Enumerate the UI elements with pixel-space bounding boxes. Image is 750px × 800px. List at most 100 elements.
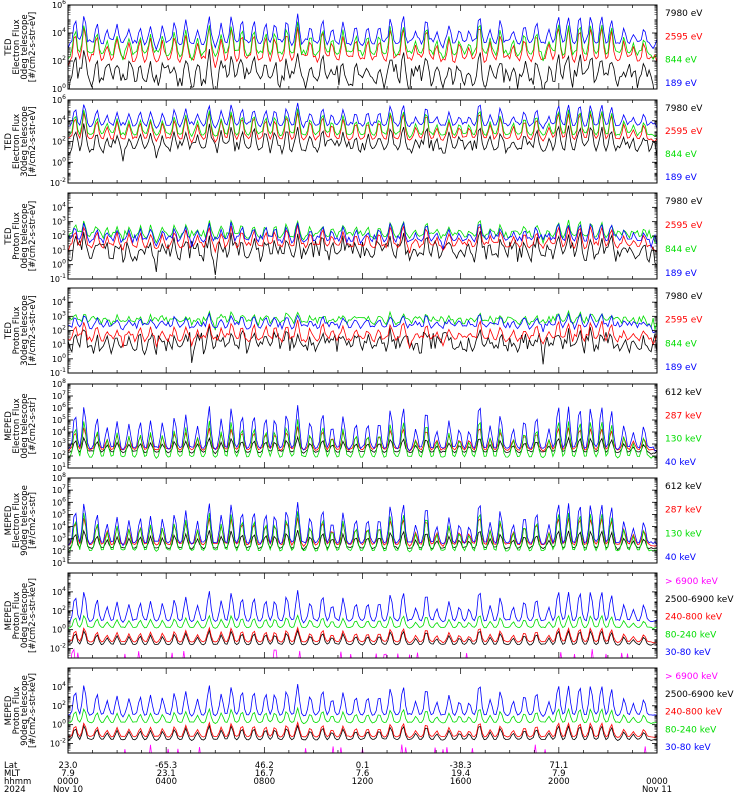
ytick-label: 102 xyxy=(52,55,66,66)
ytick-label: 106 xyxy=(52,0,66,10)
legend-entry: 189 eV xyxy=(665,79,698,89)
y-axis-label-line: [#/cm2-s-str-keV] xyxy=(28,673,38,748)
series-line-2 xyxy=(68,224,657,253)
footer-date-value: Nov 10 xyxy=(53,785,83,795)
ytick-label: 102 xyxy=(52,605,66,616)
legend-entry: 240-800 keV xyxy=(665,613,723,623)
ytick-label: 10-1 xyxy=(50,367,66,378)
series-group xyxy=(68,220,657,275)
y-axis-label-line: [#/cm2-s-str-eV] xyxy=(28,12,38,82)
legend-entry: 80-240 keV xyxy=(665,725,717,735)
ytick-label: 108 xyxy=(52,378,66,389)
series-line-4 xyxy=(68,708,657,724)
legend-entry: 844 eV xyxy=(665,339,698,349)
legend-entry: 80-240 keV xyxy=(665,630,717,640)
panel-7: 10-2100102104MEPEDProton Flux0deg telesc… xyxy=(4,573,734,667)
ytick-label: 107 xyxy=(52,390,66,401)
series-line-4 xyxy=(68,502,657,545)
series-line-5 xyxy=(68,684,657,717)
legend-entry: 2595 eV xyxy=(665,32,703,42)
ytick-label: 10-1 xyxy=(50,273,66,284)
series-group xyxy=(68,502,657,552)
ytick-label: 106 xyxy=(52,94,66,105)
footer-hhmm-value: 1200 xyxy=(352,777,374,787)
ytick-label: 106 xyxy=(52,496,66,507)
panel-1: 100102104106TEDElectron Flux0deg telesco… xyxy=(4,0,703,103)
legend-entry: 40 keV xyxy=(665,458,697,468)
ytick-label: 106 xyxy=(52,402,66,413)
legend-entry: 287 keV xyxy=(665,506,702,516)
legend-entry: 130 keV xyxy=(665,435,702,445)
legend-entry: 7980 eV xyxy=(665,292,703,302)
ytick-label: 103 xyxy=(52,310,66,321)
series-group xyxy=(68,103,657,161)
ytick-label: 104 xyxy=(52,115,66,126)
footer-hhmm-value: 0800 xyxy=(254,777,276,787)
series-line-4 xyxy=(68,615,657,628)
legend-entry: 240-800 keV xyxy=(665,708,723,718)
legend-entry: 7980 eV xyxy=(665,9,703,19)
legend-entry: 130 keV xyxy=(665,529,702,539)
ytick-label: 10-2 xyxy=(50,738,66,749)
series-line-1 xyxy=(68,231,657,275)
y-axis-label-line: [#/cm2-s-str-keV] xyxy=(28,578,38,653)
ytick-label: 103 xyxy=(52,533,66,544)
ytick-label: 101 xyxy=(52,339,66,350)
footer: LatMLThhmm202423.07.90000Nov 10-65.323.1… xyxy=(4,761,672,795)
ytick-label: 102 xyxy=(52,450,66,461)
legend-entry: 2595 eV xyxy=(665,127,703,137)
legend-entry: 7980 eV xyxy=(665,104,703,114)
footer-date-value: Nov 11 xyxy=(642,785,672,795)
legend-entry: > 6900 keV xyxy=(665,672,719,682)
ytick-label: 102 xyxy=(52,545,66,556)
series-line-3 xyxy=(68,628,657,643)
y-axis-label-line: [#/cm2-s-str-eV] xyxy=(28,106,38,176)
y-axis-label-line: [#/cm2-s-str-eV] xyxy=(28,201,38,271)
figure: 100102104106TEDElectron Flux0deg telesco… xyxy=(0,0,750,800)
legend-entry: 612 keV xyxy=(665,482,702,492)
y-axis-label-line: [#/cm2-s-str] xyxy=(28,492,38,549)
legend-entry: 189 eV xyxy=(665,363,698,373)
footer-row-label: 2024 xyxy=(4,785,26,795)
ytick-label: 104 xyxy=(52,201,66,212)
panel-5: 101102103104105106107108MEPEDElectron Fl… xyxy=(4,378,702,473)
legend-entry: 189 eV xyxy=(665,173,698,183)
y-axis-label-line: [#/cm2-s-str-eV] xyxy=(28,295,38,365)
legend-entry: 2500-6900 keV xyxy=(665,690,734,700)
legend-entry: 30-80 keV xyxy=(665,648,711,658)
series-line-3 xyxy=(68,22,657,61)
ytick-label: 107 xyxy=(52,484,66,495)
series-line-1 xyxy=(68,530,657,550)
legend-entry: 2500-6900 keV xyxy=(665,595,734,605)
ytick-label: 10-2 xyxy=(50,643,66,654)
ytick-label: 105 xyxy=(52,414,66,425)
ytick-label: 104 xyxy=(52,27,66,38)
legend-entry: 7980 eV xyxy=(665,197,703,207)
series-line-2 xyxy=(68,726,657,741)
ytick-label: 104 xyxy=(52,296,66,307)
legend-entry: 40 keV xyxy=(665,553,697,563)
ytick-label: 100 xyxy=(52,353,66,364)
series-line-1 xyxy=(68,437,657,454)
ytick-label: 100 xyxy=(52,83,66,94)
legend-entry: 30-80 keV xyxy=(665,743,711,753)
ytick-label: 102 xyxy=(52,700,66,711)
series-line-2 xyxy=(68,26,657,68)
ytick-label: 105 xyxy=(52,508,66,519)
legend-entry: 189 eV xyxy=(665,269,698,279)
ytick-label: 101 xyxy=(52,244,66,255)
legend-entry: 2595 eV xyxy=(665,316,703,326)
ytick-label: 100 xyxy=(52,719,66,730)
ytick-label: 104 xyxy=(52,586,66,597)
legend-entry: 844 eV xyxy=(665,150,698,160)
panel-3: 10-1100101102103104TEDProton Flux0deg te… xyxy=(4,193,703,284)
ytick-label: 102 xyxy=(52,325,66,336)
footer-hhmm-value: 0400 xyxy=(155,777,177,787)
ytick-label: 101 xyxy=(52,557,66,568)
legend-entry: 2595 eV xyxy=(665,221,703,231)
series-line-3 xyxy=(68,722,657,737)
legend-entry: 844 eV xyxy=(665,245,698,255)
ytick-label: 104 xyxy=(52,681,66,692)
series-line-2 xyxy=(68,320,657,348)
